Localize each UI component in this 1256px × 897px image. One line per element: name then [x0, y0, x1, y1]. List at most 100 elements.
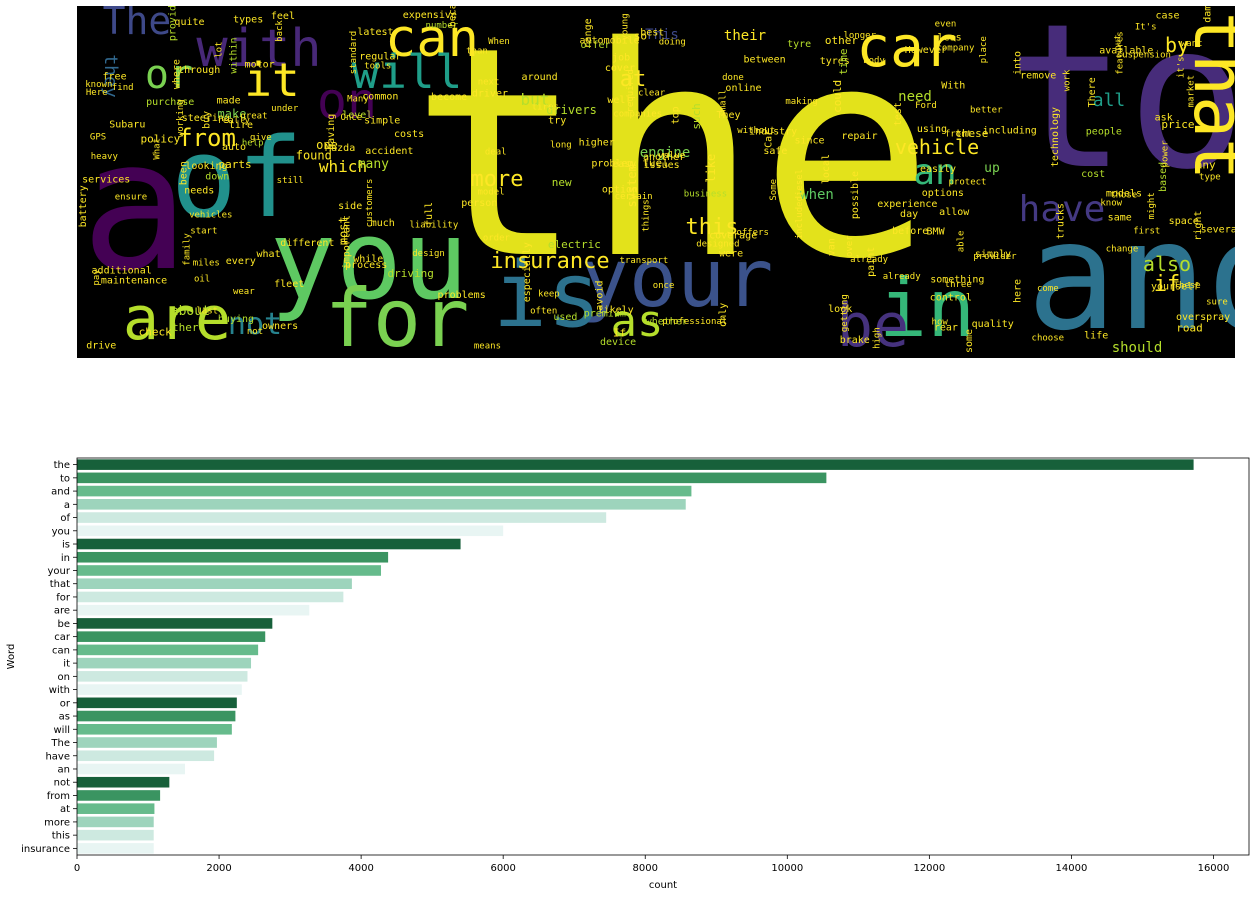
bar-that: [77, 578, 352, 590]
word-cloud-word: likely: [598, 305, 634, 316]
bar-to: [77, 472, 827, 484]
word-cloud-word: on: [317, 72, 377, 130]
word-cloud-word: want: [1181, 39, 1203, 49]
word-cloud-word: and: [1027, 190, 1235, 358]
bar-is: [77, 538, 461, 550]
word-cloud-word: higher: [579, 137, 615, 148]
word-cloud-word: premium: [584, 308, 626, 319]
word-cloud-word: includediesel: [795, 169, 805, 239]
word-cloud-word: professional: [662, 317, 727, 327]
y-tick-label: more: [44, 817, 70, 828]
word-cloud-word: young: [621, 13, 631, 40]
word-cloud-word: made: [217, 96, 241, 107]
x-tick-label: 0: [74, 863, 80, 874]
y-tick-label: that: [50, 579, 70, 590]
word-cloud-word: driver: [472, 88, 508, 99]
word-cloud-word: up: [984, 161, 1000, 176]
word-cloud-word: you: [270, 196, 469, 324]
word-cloud-word: coverage: [709, 230, 757, 241]
word-cloud-word: provider: [973, 252, 1017, 262]
word-cloud-word: used: [553, 312, 577, 323]
word-cloud-word: within: [228, 38, 239, 74]
word-cloud-word: maintenance: [101, 276, 167, 287]
word-cloud-word: job: [612, 52, 630, 63]
word-cloud-word: from: [178, 124, 236, 152]
word-cloud-word: known: [85, 80, 112, 90]
word-cloud-word: are: [123, 284, 231, 354]
word-cloud-word: most: [337, 216, 351, 245]
word-cloud-word: online: [725, 83, 761, 94]
word-cloud-word: tires: [532, 103, 559, 113]
word-cloud-word: protect: [949, 178, 987, 188]
word-cloud-word: There: [1087, 77, 1098, 107]
x-tick-label: 8000: [633, 863, 658, 874]
word-cloud-word: it: [244, 53, 299, 107]
word-cloud-word: change: [1106, 245, 1139, 255]
word-cloud-word: for: [325, 272, 470, 358]
word-cloud-word: free: [103, 72, 127, 83]
bar-it: [77, 657, 252, 669]
word-cloud-word: including: [983, 125, 1037, 136]
y-axis-label: Word: [6, 644, 17, 670]
bar-for: [77, 591, 344, 603]
word-cloud-word: problems: [438, 290, 486, 301]
word-cloud-word: around: [522, 72, 558, 83]
y-tick-label: as: [59, 712, 70, 723]
word-cloud-word: look: [828, 304, 852, 315]
word-cloud-word: under: [271, 104, 299, 114]
word-cloud-word: fleet: [274, 279, 304, 290]
word-cloud-word: getting: [840, 294, 850, 332]
word-cloud-word: small: [719, 90, 729, 117]
y-tick-label: in: [61, 553, 70, 564]
word-cloud-word: it's: [1176, 56, 1186, 78]
word-cloud-word: drivers: [546, 103, 597, 117]
word-cloud-word: in: [879, 262, 975, 355]
word-cloud-word: make: [218, 107, 247, 121]
word-cloud-word: road: [1176, 321, 1203, 334]
bar-insurance: [77, 843, 154, 854]
word-cloud-word: will: [352, 45, 463, 99]
word-cloud-word: miles: [193, 258, 220, 268]
plot-frame: [76, 457, 1250, 856]
word-cloud-word: cost: [1081, 169, 1105, 180]
y-tick-label: or: [60, 698, 71, 709]
word-cloud-word: different: [280, 238, 334, 249]
word-cloud-word: needs: [184, 186, 214, 197]
word-cloud-word: models: [1106, 189, 1142, 200]
word-cloud-word: top: [670, 106, 681, 124]
word-cloud-word: give: [250, 133, 272, 143]
bar-a: [77, 499, 686, 510]
word-cloud-word: industry: [749, 127, 797, 138]
word-cloud-word: BMW: [927, 226, 946, 237]
bar-will: [77, 723, 232, 735]
word-cloud-word: new: [552, 176, 572, 189]
word-cloud-word: driving: [387, 267, 433, 280]
y-tick-label: be: [58, 619, 71, 630]
word-cloud-word: one: [316, 138, 338, 152]
word-cloud-word: Mazda: [325, 143, 355, 154]
bar-are: [77, 604, 310, 616]
bar-can: [77, 644, 259, 656]
word-cloud-word: also: [1143, 252, 1191, 276]
word-cloud-word: high: [872, 327, 882, 349]
bar-as: [77, 710, 236, 722]
bar-on: [77, 671, 248, 682]
word-cloud-word: another: [643, 152, 685, 163]
word-cloud-word: like: [704, 154, 718, 183]
word-cloud-word: still: [277, 176, 304, 186]
y-tick-label: have: [45, 751, 70, 762]
word-cloud-word: three: [945, 280, 972, 290]
bar-with: [77, 684, 242, 695]
word-cloud-word: such: [690, 103, 703, 129]
word-cloud-word: allow: [939, 207, 970, 218]
word-cloud-word: expensive: [403, 10, 457, 21]
word-cloud-word: start: [190, 226, 217, 236]
word-cloud-word: services: [82, 175, 130, 186]
word-cloud-word: before: [892, 226, 928, 237]
y-tick-label: the: [54, 460, 70, 471]
word-cloud-word: design: [412, 249, 445, 259]
y-tick-label: can: [52, 645, 70, 656]
word-cloud-word: well: [607, 95, 631, 106]
word-cloud-word: Here: [86, 88, 108, 98]
word-cloud-word: which: [319, 157, 367, 176]
